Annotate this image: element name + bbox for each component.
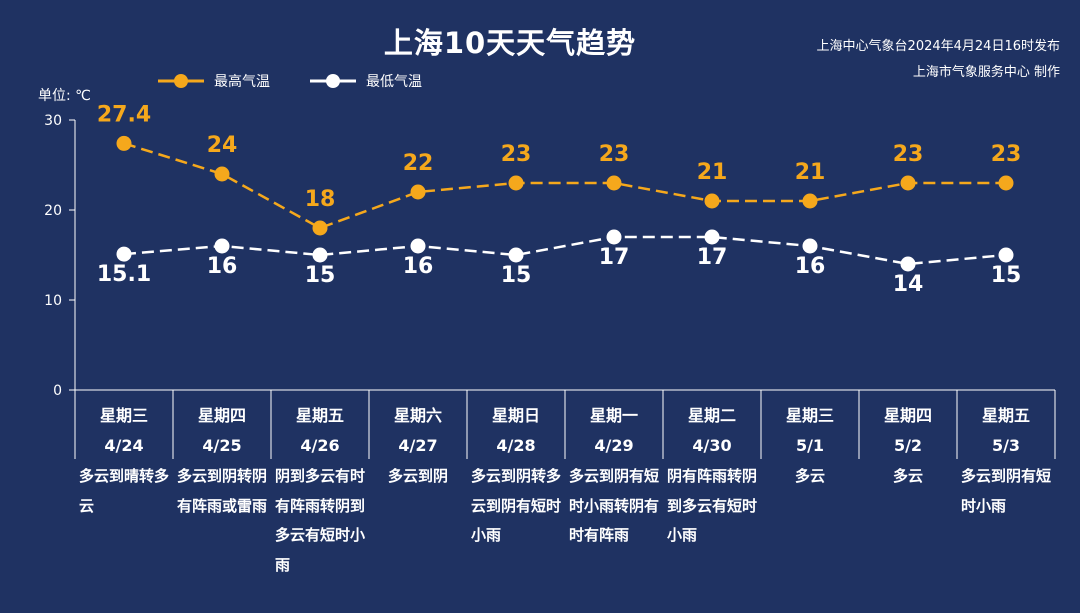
data-point-low bbox=[998, 247, 1014, 263]
day-date: 5/3 bbox=[991, 436, 1021, 455]
data-point-high bbox=[410, 184, 426, 200]
data-label-high: 21 bbox=[697, 160, 728, 185]
day-weekday: 星期六 bbox=[393, 406, 442, 425]
data-label-low: 14 bbox=[893, 272, 924, 297]
day-weekday: 星期五 bbox=[981, 406, 1030, 425]
day-date: 5/2 bbox=[893, 436, 923, 455]
day-weekday: 星期日 bbox=[491, 406, 540, 425]
data-point-low bbox=[116, 246, 132, 262]
day-weekday: 星期二 bbox=[687, 406, 736, 425]
day-date: 4/29 bbox=[594, 436, 634, 455]
day-weather: 多云 bbox=[794, 467, 825, 485]
publisher-line: 上海中心气象台2024年4月24日16时发布 bbox=[816, 39, 1060, 54]
data-point-high bbox=[508, 175, 524, 191]
data-point-high bbox=[998, 175, 1014, 191]
data-point-low bbox=[214, 238, 230, 254]
day-weekday: 星期四 bbox=[197, 406, 246, 425]
day-weather: 多云到阴 bbox=[387, 467, 448, 485]
data-label-high: 23 bbox=[501, 142, 532, 167]
day-weekday: 星期一 bbox=[589, 406, 638, 425]
day-header-cell: 星期三 4/24 bbox=[75, 402, 173, 462]
day-weather: 多云到阴转阴有阵雨或雷雨 bbox=[177, 467, 268, 515]
data-point-low bbox=[312, 247, 328, 263]
day-header-cell: 星期四 4/25 bbox=[173, 402, 271, 462]
data-label-low: 16 bbox=[207, 254, 238, 279]
day-header-cell: 星期五 4/26 bbox=[271, 402, 369, 462]
data-label-high: 22 bbox=[403, 151, 434, 176]
day-weekday: 星期三 bbox=[99, 406, 148, 425]
series-line-low bbox=[123, 235, 1007, 266]
data-label-low: 15 bbox=[991, 263, 1022, 288]
day-header-cell: 星期六 4/27 bbox=[369, 402, 467, 462]
producer-line: 上海市气象服务中心 制作 bbox=[912, 65, 1060, 80]
y-axis-unit-label: 单位: ℃ bbox=[38, 88, 91, 104]
legend-item-high: 最高气温 bbox=[158, 70, 270, 92]
y-tick-label: 20 bbox=[44, 203, 62, 219]
y-tick-label: 30 bbox=[44, 113, 62, 129]
day-date: 4/30 bbox=[692, 436, 732, 455]
day-date: 5/1 bbox=[795, 436, 825, 455]
day-date: 4/25 bbox=[202, 436, 242, 455]
day-header-cell: 星期一 4/29 bbox=[565, 402, 663, 462]
data-label-high: 23 bbox=[599, 142, 630, 167]
data-point-high bbox=[214, 166, 230, 182]
data-label-low: 15 bbox=[501, 263, 532, 288]
data-label-low: 15 bbox=[305, 263, 336, 288]
data-label-low: 16 bbox=[403, 254, 434, 279]
day-date: 4/27 bbox=[398, 436, 438, 455]
data-label-low: 17 bbox=[599, 245, 630, 270]
day-weather: 多云到阴有短时小雨转阴有时有阵雨 bbox=[569, 467, 660, 544]
data-label-low: 15.1 bbox=[97, 262, 151, 287]
day-header-cell: 星期四 5/2 bbox=[859, 402, 957, 462]
data-label-low: 16 bbox=[795, 254, 826, 279]
data-point-high bbox=[704, 193, 720, 209]
legend-low-label: 最低气温 bbox=[366, 74, 422, 90]
day-header-cell: 星期二 4/30 bbox=[663, 402, 761, 462]
data-label-high: 23 bbox=[991, 142, 1022, 167]
day-weekday: 星期三 bbox=[785, 406, 834, 425]
data-label-high: 18 bbox=[305, 187, 336, 212]
data-point-low bbox=[704, 229, 720, 245]
data-point-low bbox=[606, 229, 622, 245]
data-label-high: 21 bbox=[795, 160, 826, 185]
data-point-low bbox=[802, 238, 818, 254]
data-point-low bbox=[508, 247, 524, 263]
day-weather: 多云 bbox=[892, 467, 923, 485]
day-date: 4/28 bbox=[496, 436, 536, 455]
data-point-high bbox=[606, 175, 622, 191]
day-weather: 阴有阵雨转阴到多云有短时小雨 bbox=[667, 467, 758, 544]
legend-item-low: 最低气温 bbox=[310, 70, 422, 92]
day-weather: 阴到多云有时有阵雨转阴到多云有短时小雨 bbox=[275, 467, 366, 574]
day-weather: 多云到阴转多云到阴有短时小雨 bbox=[471, 467, 562, 544]
data-point-high bbox=[802, 193, 818, 209]
y-tick-label: 10 bbox=[44, 293, 62, 309]
day-weekday: 星期四 bbox=[883, 406, 932, 425]
day-header-cell: 星期五 5/3 bbox=[957, 402, 1055, 462]
data-point-high bbox=[312, 220, 328, 236]
data-point-high bbox=[116, 135, 132, 151]
legend-low-marker-icon bbox=[310, 74, 356, 88]
day-weather: 多云到晴转多云 bbox=[79, 467, 170, 515]
legend-high-label: 最高气温 bbox=[214, 74, 270, 90]
data-point-low bbox=[410, 238, 426, 254]
series-line-high bbox=[123, 142, 1006, 230]
day-date: 4/24 bbox=[104, 436, 144, 455]
data-point-high bbox=[900, 175, 916, 191]
day-header-cell: 星期三 5/1 bbox=[761, 402, 859, 462]
data-label-high: 24 bbox=[207, 133, 238, 158]
data-label-high: 27.4 bbox=[97, 102, 151, 127]
day-header-cell: 星期日 4/28 bbox=[467, 402, 565, 462]
day-weather: 多云到阴有短时小雨 bbox=[961, 467, 1052, 515]
y-tick-label: 0 bbox=[53, 383, 62, 399]
legend-high-marker-icon bbox=[158, 74, 204, 88]
data-label-low: 17 bbox=[697, 245, 728, 270]
data-point-low bbox=[900, 256, 916, 272]
day-weekday: 星期五 bbox=[295, 406, 344, 425]
chart-title: 上海10天天气趋势 bbox=[383, 26, 637, 60]
data-label-high: 23 bbox=[893, 142, 924, 167]
day-date: 4/26 bbox=[300, 436, 340, 455]
